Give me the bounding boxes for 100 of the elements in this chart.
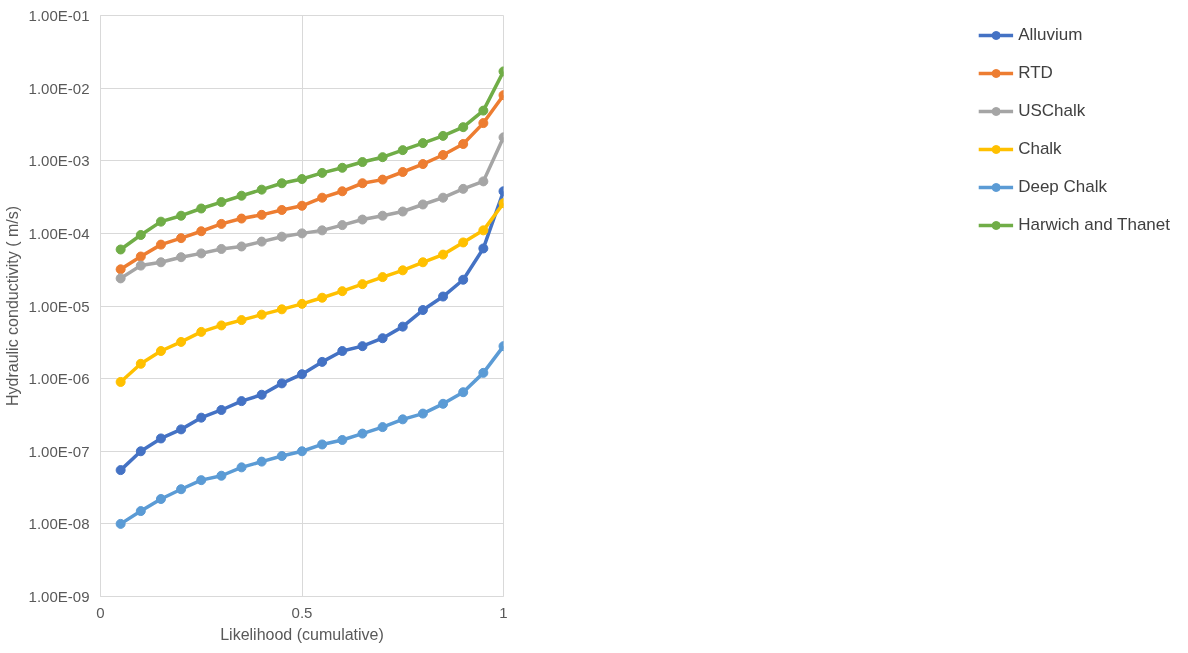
point [438,130,449,141]
point [115,273,126,284]
point [216,470,227,481]
point [397,265,408,276]
point [236,241,247,252]
point [478,367,489,378]
point [115,244,126,255]
point [276,304,287,315]
point [337,186,348,197]
point [155,239,166,250]
point [317,225,328,236]
y-tick-label: 1.00E-05 [28,297,90,315]
point [176,233,187,244]
point [337,346,348,356]
point [256,309,267,320]
point [236,315,247,326]
y-tick-label: 1.00E-07 [28,442,90,460]
point [135,260,146,271]
y-tick-label: 1.00E-06 [28,370,90,388]
point [256,236,267,247]
point [155,346,166,356]
point [196,475,207,486]
point [256,184,267,195]
legend-label: RTD [1018,63,1053,83]
point [397,167,408,177]
point [135,230,146,240]
point [438,150,449,160]
point [236,190,247,201]
point [377,210,388,221]
point [357,428,368,439]
legend-label: Harwich and Thanet [1018,215,1170,235]
point [236,462,247,473]
point [216,243,227,254]
x-tick-label: 1 [499,603,508,621]
point [397,206,408,217]
legend-label: Chalk [1018,139,1062,159]
point [357,341,368,352]
point [377,174,388,185]
point [297,446,307,457]
legend-label: USChalk [1018,101,1086,121]
y-tick-label: 1.00E-01 [28,7,90,24]
x-axis-title: Likelihood (cumulative) [220,625,384,643]
point [276,231,287,242]
x-tick-label: 0 [96,603,105,621]
point [478,105,489,116]
point [458,237,469,248]
legend-label: Deep Chalk [1018,177,1107,197]
point [478,225,489,236]
point [236,213,247,224]
y-axis-title: Hydraulic conductivity ( m/s) [3,205,21,407]
x-tick-label: 0.5 [291,603,313,621]
point [397,321,408,332]
point [135,358,146,369]
point [458,183,469,194]
point [377,422,388,433]
point [135,506,146,517]
point [256,209,267,220]
point [417,199,428,210]
point [216,197,227,208]
point [458,139,469,149]
y-tick-label: 1.00E-02 [28,79,90,97]
point [176,252,187,263]
legend-label: Alluvium [1018,25,1083,45]
point [256,456,267,467]
y-tick-label: 1.00E-04 [28,224,90,242]
point [297,228,307,239]
point [297,174,307,185]
point [478,118,489,129]
point [297,369,307,380]
point [155,433,166,444]
point [216,320,227,331]
point [337,220,348,231]
point [458,122,469,133]
point [377,333,388,344]
point [196,248,207,259]
point [438,398,449,409]
point [417,305,428,316]
point [417,159,428,170]
point [397,145,408,156]
point [337,434,348,445]
point [297,200,307,211]
point [438,192,449,203]
point [256,389,267,400]
point [377,272,388,283]
point [216,218,227,229]
point [337,162,348,173]
point [357,279,368,290]
point [357,178,368,189]
point [478,243,489,254]
point [337,286,348,297]
point [438,291,449,302]
point [458,274,469,285]
point [357,157,368,168]
point [417,138,428,149]
y-tick-label: 1.00E-09 [28,588,90,605]
point [357,214,368,225]
point [115,264,126,275]
point [196,226,207,237]
point [458,387,469,398]
point [196,326,207,337]
